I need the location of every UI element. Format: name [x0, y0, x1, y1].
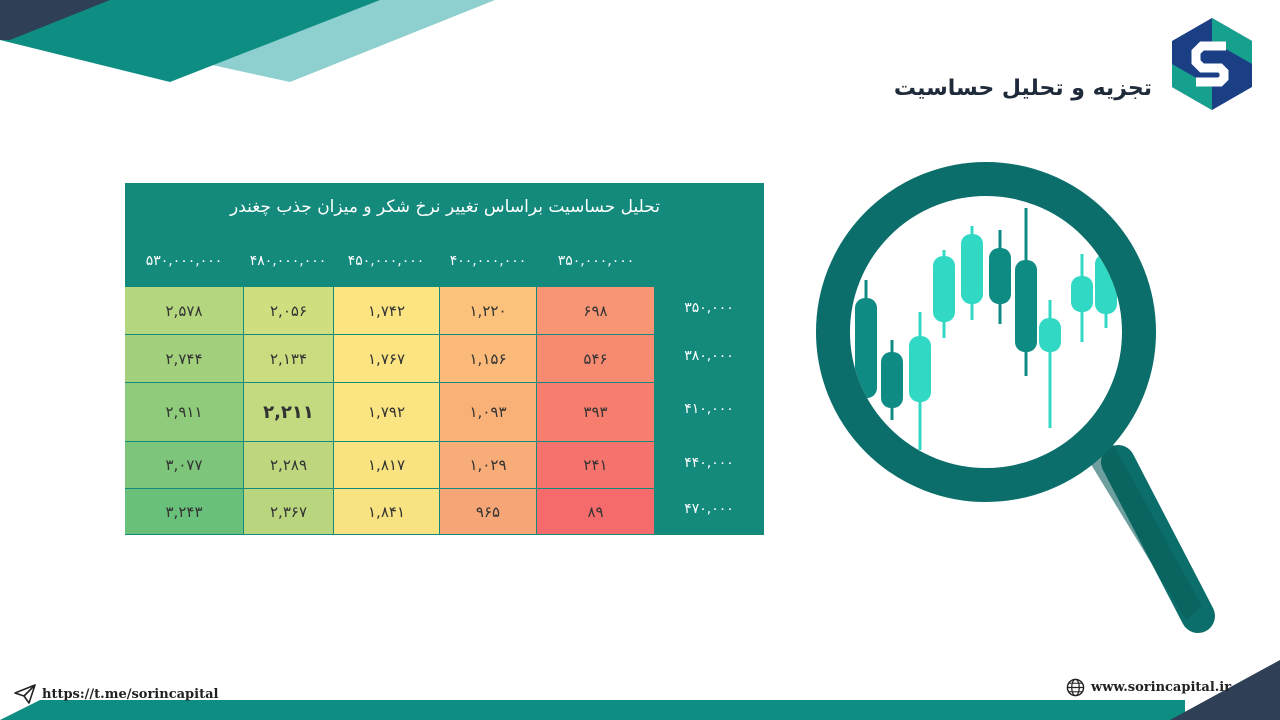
telegram-link-text[interactable]: https://t.me/sorincapital: [42, 686, 219, 702]
table-cell: ۱,۸۱۷: [334, 442, 440, 489]
table-cell: ۳,۰۷۷: [125, 442, 244, 489]
column-header: ۴۵۰,۰۰۰,۰۰۰: [347, 253, 425, 269]
page-title: تجزیه و تحلیل حساسیت: [893, 76, 1152, 101]
table-cell: ۲,۳۶۷: [244, 489, 334, 535]
table-cell: ۶۹۸: [537, 287, 655, 335]
table-cell: ۱,۷۴۲: [334, 287, 440, 335]
bottom-band: [0, 700, 1185, 720]
table-title: تحلیل حساسیت براساس تغییر نرخ شکر و میزا…: [229, 197, 660, 217]
table-cell: ۲,۱۳۴: [244, 335, 334, 383]
row-header: ۴۷۰,۰۰۰: [684, 501, 734, 517]
row-header: ۴۱۰,۰۰۰: [684, 401, 734, 417]
sensitivity-table: تحلیل حساسیت براساس تغییر نرخ شکر و میزا…: [125, 183, 764, 535]
paper-plane-icon: [14, 684, 36, 704]
magnifier-chart-illustration: [816, 162, 1215, 633]
company-logo: [1172, 18, 1252, 110]
table-cell: ۲۴۱: [537, 442, 655, 489]
website-link-text[interactable]: www.sorincapital.ir: [1091, 680, 1232, 695]
table-cell: ۱,۲۲۰: [440, 287, 537, 335]
table-cell: ۸۹: [537, 489, 655, 535]
table-cell: ۲,۹۱۱: [125, 383, 244, 442]
corner-triangle: [1170, 660, 1280, 720]
table-cell: ۱,۱۵۶: [440, 335, 537, 383]
table-cell: ۱,۸۴۱: [334, 489, 440, 535]
globe-icon: [1066, 678, 1085, 697]
column-header: ۵۳۰,۰۰۰,۰۰۰: [145, 253, 223, 269]
column-header: ۳۵۰,۰۰۰,۰۰۰: [557, 253, 635, 269]
table-cell: ۱,۰۲۹: [440, 442, 537, 489]
column-header: ۴۰۰,۰۰۰,۰۰۰: [449, 253, 527, 269]
table-cell: ۲,۲۸۹: [244, 442, 334, 489]
table-cell: ۲,۵۷۸: [125, 287, 244, 335]
table-cell: ۹۶۵: [440, 489, 537, 535]
table-cell: ۱,۰۹۳: [440, 383, 537, 442]
table-cell: ۱,۷۶۷: [334, 335, 440, 383]
telegram-link[interactable]: https://t.me/sorincapital: [14, 684, 218, 704]
row-header: ۳۸۰,۰۰۰: [684, 348, 734, 364]
table-cell: ۵۴۶: [537, 335, 655, 383]
table-cell: ۲,۰۵۶: [244, 287, 334, 335]
table-cell: ۱,۷۹۲: [334, 383, 440, 442]
website-link[interactable]: www.sorincapital.ir: [1066, 678, 1231, 697]
table-cell: ۲,۷۴۴: [125, 335, 244, 383]
top-decoration: [0, 0, 495, 82]
row-header: ۴۴۰,۰۰۰: [684, 455, 734, 471]
table-cell: ۳۹۳: [537, 383, 655, 442]
table-cell: ۲,۲۱۱: [244, 383, 334, 442]
row-header: ۳۵۰,۰۰۰: [684, 300, 734, 316]
column-header: ۴۸۰,۰۰۰,۰۰۰: [249, 253, 327, 269]
table-cell: ۳,۲۴۳: [125, 489, 244, 535]
